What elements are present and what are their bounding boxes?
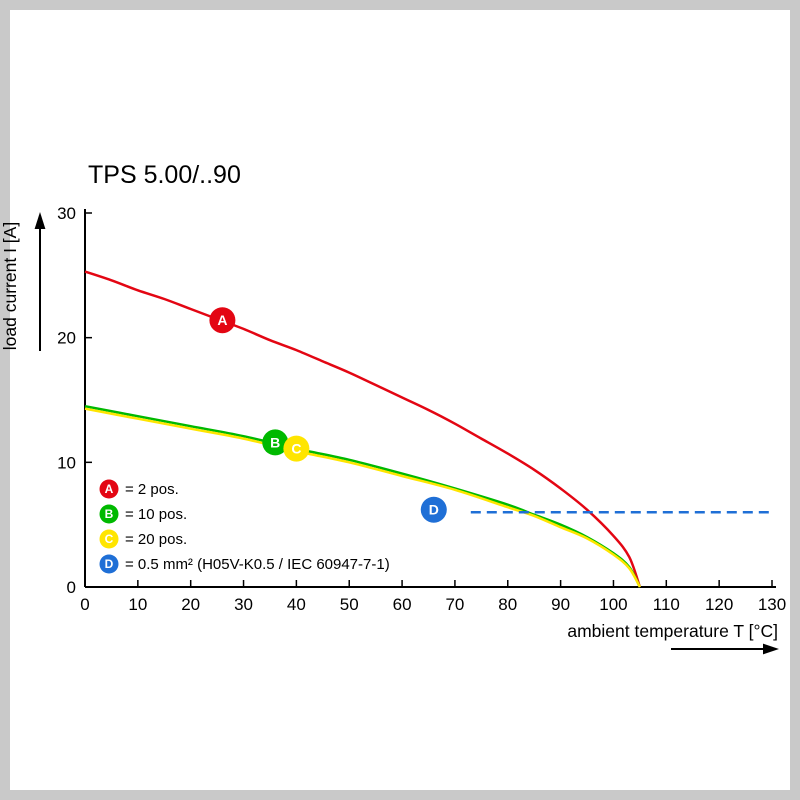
x-tick-label: 50	[340, 595, 359, 614]
legend-C-label: = 20 pos.	[125, 531, 187, 548]
chart-title: TPS 5.00/..90	[88, 161, 241, 189]
marker-B-circle	[262, 429, 289, 456]
legend-item-C: C = 20 pos.	[99, 529, 187, 549]
series-A-curve	[84, 270, 642, 588]
legend-A-dot	[99, 479, 119, 499]
x-tick-label: 110	[653, 595, 680, 614]
marker-D-letter: D	[429, 502, 439, 518]
legend-A-letter: A	[105, 482, 114, 496]
x-axis-arrowhead	[763, 643, 779, 655]
legend-A-label: = 2 pos.	[125, 481, 179, 498]
legend-item-B: B = 10 pos.	[99, 504, 187, 524]
legend-D-dot	[99, 554, 119, 574]
x-tick-label: 130	[758, 595, 786, 614]
marker-B-letter: B	[270, 434, 280, 450]
marker-C-letter: C	[291, 441, 301, 457]
legend-D-label: = 0.5 mm² (H05V-K0.5 / IEC 60947-7-1)	[125, 556, 390, 573]
y-tick-label: 0	[67, 578, 76, 597]
legend-D-letter: D	[105, 557, 114, 571]
x-tick-label: 40	[287, 595, 306, 614]
axis-arrows	[34, 212, 779, 655]
marker-C-circle	[283, 435, 310, 462]
legend-item-A: A = 2 pos.	[99, 479, 179, 499]
x-tick-label: 0	[80, 595, 89, 614]
y-tick-label: 10	[57, 453, 76, 472]
curves	[84, 270, 772, 588]
legend-B-letter: B	[105, 507, 114, 521]
x-tick-label: 20	[181, 595, 200, 614]
legend-item-D: D = 0.5 mm² (H05V-K0.5 / IEC 60947-7-1)	[99, 554, 390, 574]
series-C-curve	[84, 407, 641, 588]
x-tick-label: 100	[599, 595, 627, 614]
marker-C: C	[283, 435, 310, 462]
x-tick-label: 80	[498, 595, 517, 614]
marker-A: A	[209, 307, 236, 334]
y-axis-title: load current I [A]	[0, 222, 20, 350]
marker-D: D	[420, 496, 447, 523]
legend-C-letter: C	[105, 532, 114, 546]
marker-A-circle	[209, 307, 236, 334]
y-tick-label: 30	[57, 204, 76, 223]
x-tick-label: 120	[705, 595, 733, 614]
marker-B: B	[262, 429, 289, 456]
marker-D-circle	[420, 496, 447, 523]
x-tick-label: 70	[445, 595, 464, 614]
y-axis-arrowhead	[34, 212, 46, 229]
legend-B-label: = 10 pos.	[125, 506, 187, 523]
x-tick-label: 10	[128, 595, 147, 614]
curve-markers: A B C D	[209, 307, 447, 523]
legend-B-dot	[99, 504, 119, 524]
marker-A-letter: A	[217, 312, 227, 328]
x-axis-title: ambient temperature T [°C]	[567, 621, 778, 641]
x-tick-label: 90	[551, 595, 570, 614]
y-tick-label: 20	[57, 329, 76, 348]
axes: 0 10 20 30 40 50 60 70 80 90 100 110 120 130 0 10 20 30	[57, 204, 786, 614]
x-tick-label: 60	[393, 595, 412, 614]
legend: A = 2 pos. B = 10 pos. C = 20 pos. D = 0.5 mm² …	[99, 479, 390, 574]
legend-C-dot	[99, 529, 119, 549]
x-tick-label: 30	[234, 595, 253, 614]
